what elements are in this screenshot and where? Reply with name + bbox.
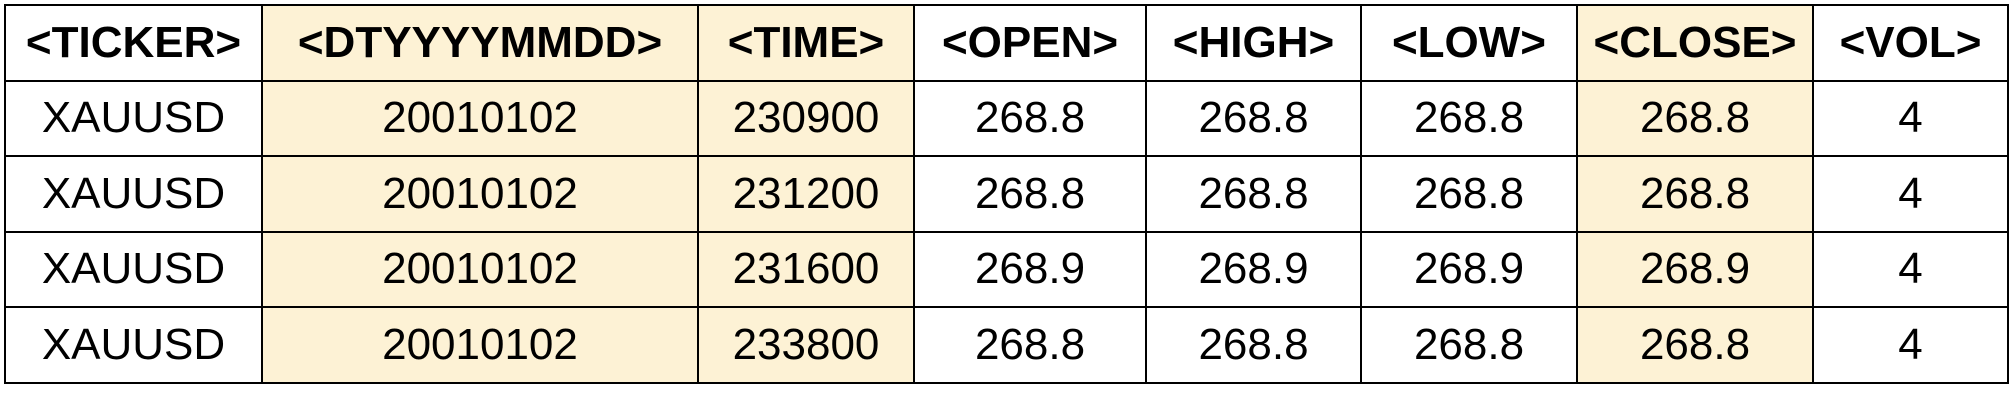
cell-high: 268.8 (1145, 155, 1362, 233)
cell-high: 268.8 (1145, 79, 1362, 157)
price-data-table: <TICKER> <DTYYYYMMDD> <TIME> <OPEN> <HIG… (4, 4, 2009, 384)
column-header-low: <LOW> (1360, 4, 1578, 82)
cell-low: 268.9 (1360, 230, 1578, 308)
column-header-high: <HIGH> (1145, 4, 1362, 82)
cell-open: 268.8 (913, 79, 1147, 157)
cell-low: 268.8 (1360, 79, 1578, 157)
cell-low: 268.8 (1360, 155, 1578, 233)
cell-vol: 4 (1812, 155, 2009, 233)
table-row: XAUUSD 20010102 231600 268.9 268.9 268.9… (4, 230, 2009, 308)
cell-high: 268.8 (1145, 306, 1362, 384)
table-row: XAUUSD 20010102 233800 268.8 268.8 268.8… (4, 306, 2009, 384)
cell-ticker: XAUUSD (4, 306, 263, 384)
cell-open: 268.9 (913, 230, 1147, 308)
cell-close: 268.8 (1576, 155, 1814, 233)
cell-vol: 4 (1812, 306, 2009, 384)
header-row: <TICKER> <DTYYYYMMDD> <TIME> <OPEN> <HIG… (4, 4, 2009, 82)
column-header-date: <DTYYYYMMDD> (261, 4, 699, 82)
column-header-vol: <VOL> (1812, 4, 2009, 82)
cell-ticker: XAUUSD (4, 230, 263, 308)
cell-vol: 4 (1812, 79, 2009, 157)
cell-time: 230900 (697, 79, 915, 157)
column-header-ticker: <TICKER> (4, 4, 263, 82)
cell-vol: 4 (1812, 230, 2009, 308)
cell-low: 268.8 (1360, 306, 1578, 384)
table-row: XAUUSD 20010102 231200 268.8 268.8 268.8… (4, 155, 2009, 233)
cell-date: 20010102 (261, 79, 699, 157)
cell-time: 233800 (697, 306, 915, 384)
column-header-open: <OPEN> (913, 4, 1147, 82)
cell-time: 231200 (697, 155, 915, 233)
cell-time: 231600 (697, 230, 915, 308)
cell-close: 268.9 (1576, 230, 1814, 308)
table-row: XAUUSD 20010102 230900 268.8 268.8 268.8… (4, 79, 2009, 157)
cell-date: 20010102 (261, 306, 699, 384)
cell-close: 268.8 (1576, 306, 1814, 384)
column-header-close: <CLOSE> (1576, 4, 1814, 82)
cell-close: 268.8 (1576, 79, 1814, 157)
cell-date: 20010102 (261, 155, 699, 233)
cell-ticker: XAUUSD (4, 155, 263, 233)
cell-ticker: XAUUSD (4, 79, 263, 157)
cell-open: 268.8 (913, 306, 1147, 384)
cell-high: 268.9 (1145, 230, 1362, 308)
cell-date: 20010102 (261, 230, 699, 308)
cell-open: 268.8 (913, 155, 1147, 233)
column-header-time: <TIME> (697, 4, 915, 82)
